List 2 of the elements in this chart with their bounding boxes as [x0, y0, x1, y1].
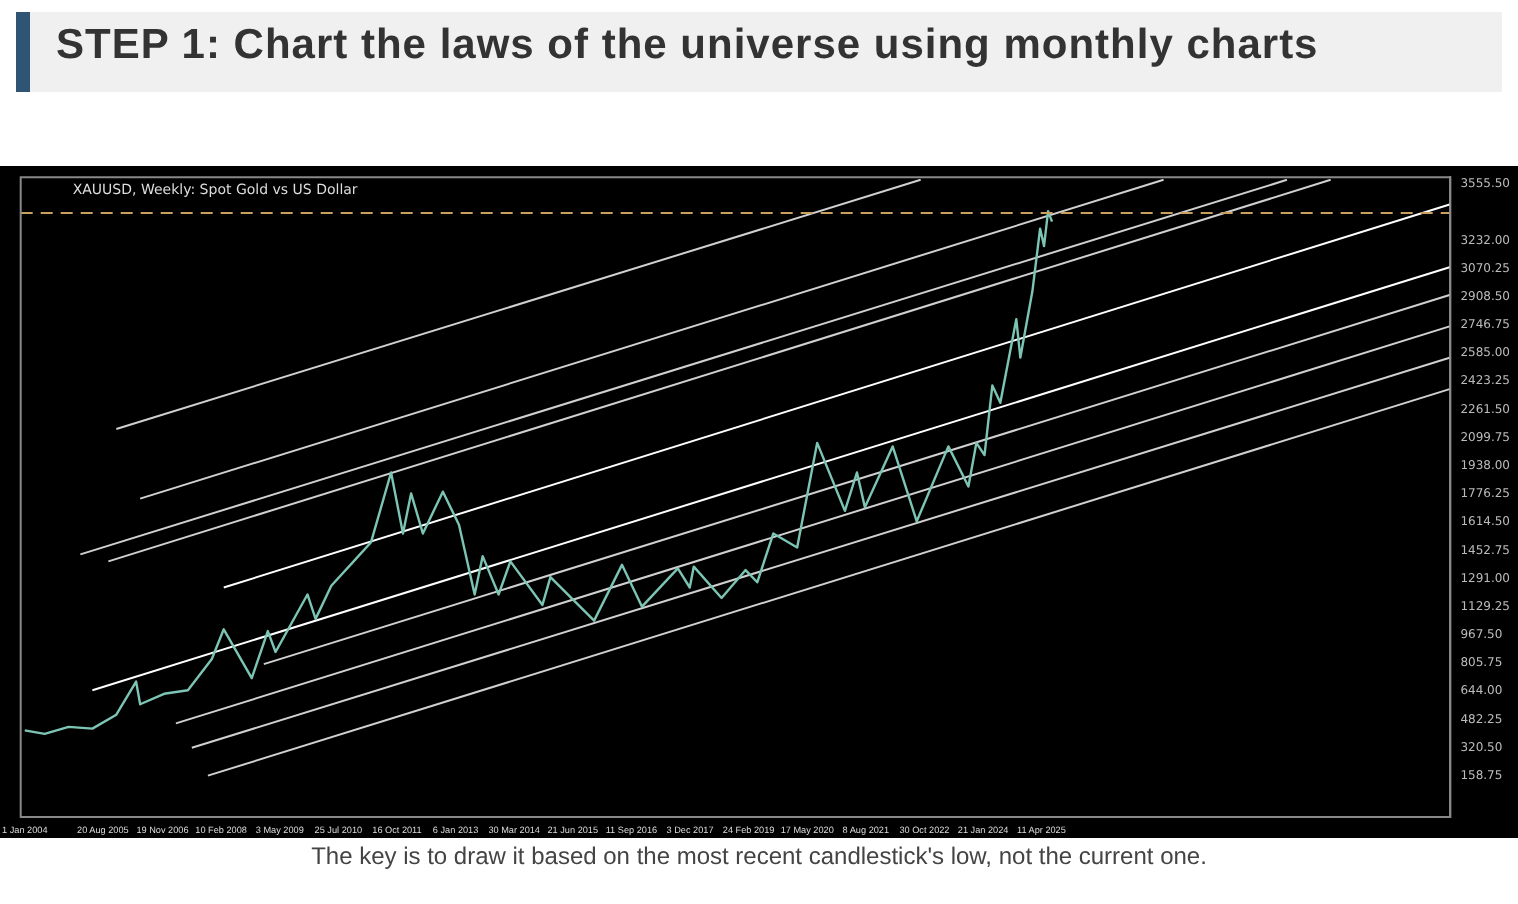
text: The key is to draw it based on the most recent candlestick's low, not the current one. — [309, 842, 1209, 870]
chart-title: STEP 1: Chart the laws of the universe using monthly charts — [56, 22, 1319, 70]
